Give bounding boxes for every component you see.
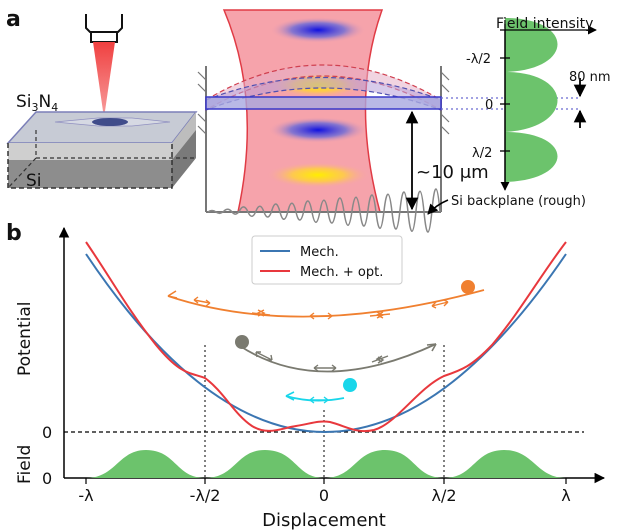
panel-a: a Si3N4 Si	[6, 7, 611, 233]
chip-box	[6, 111, 198, 189]
field-intensity-title: Field intensity	[496, 16, 593, 32]
tick-zero: 0	[485, 98, 493, 113]
cyan-trajectory	[285, 378, 357, 404]
membrane-pad	[92, 118, 128, 126]
xtick-label: -λ	[78, 486, 93, 505]
laser-beam	[93, 42, 115, 118]
backplane-label: Si backplane (rough)	[451, 194, 586, 209]
xtick-label: λ/2	[431, 486, 456, 505]
tick-half-lambda: λ/2	[472, 146, 492, 161]
field-curve	[86, 450, 566, 478]
legend: Mech. Mech. + opt.	[251, 235, 403, 285]
orange-particle	[461, 280, 475, 294]
backplane-rough	[207, 188, 441, 233]
objective-icon	[85, 14, 123, 43]
xtick-label: 0	[319, 486, 329, 505]
mech-opt-curve	[85, 241, 567, 432]
legend-mech: Mech.	[300, 245, 339, 260]
si-label: Si	[26, 171, 42, 191]
field-intensity-fill	[505, 18, 558, 182]
field-intensity-plot: Field intensity -λ/2 0 λ/2 80 nm	[466, 16, 611, 191]
panel-a-label: a	[6, 7, 21, 32]
lobe-blue-2	[268, 117, 368, 143]
distance-label: ~10 μm	[416, 162, 489, 183]
gray-particle	[235, 335, 249, 349]
gap-label: 80 nm	[569, 70, 611, 85]
orange-trajectory	[167, 280, 485, 320]
ylabel-field: Field	[15, 445, 35, 484]
ytick-zero-potential: 0	[42, 423, 52, 442]
cyan-particle	[343, 378, 357, 392]
ylabel-potential: Potential	[15, 302, 35, 376]
xlabel-displacement: Displacement	[262, 510, 386, 531]
xticks: -λ -λ/2 0 λ/2 λ	[78, 478, 571, 505]
xtick-label: -λ/2	[190, 486, 221, 505]
tick-neg-half-lambda: -λ/2	[466, 52, 491, 67]
lobe-yellow-2	[266, 162, 370, 188]
si3n4-label: Si3N4	[16, 92, 58, 114]
xtick-label: λ	[561, 486, 570, 505]
gray-trajectory	[235, 335, 437, 373]
legend-mech-opt: Mech. + opt.	[300, 265, 383, 280]
panel-b: b Mech. Mech. + opt.	[6, 221, 606, 531]
ytick-zero-field: 0	[42, 469, 52, 488]
lobe-blue-1	[270, 17, 366, 43]
panel-b-label: b	[6, 221, 22, 246]
cavity-diagram: ~10 μm Si backplane (rough)	[197, 9, 586, 233]
membrane	[205, 96, 442, 110]
